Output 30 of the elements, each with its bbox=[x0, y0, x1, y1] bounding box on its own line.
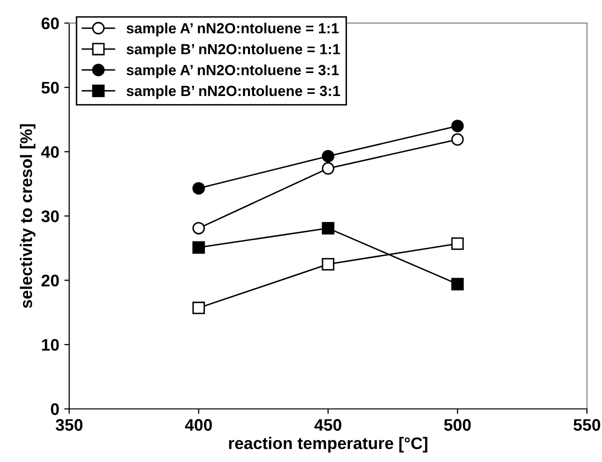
y-tick-label: 10 bbox=[42, 338, 59, 351]
y-axis-title: selectivity to cresol [%] bbox=[20, 124, 36, 308]
legend-label: sample A’ nN2O:ntoluene = 1:1 bbox=[126, 22, 339, 36]
legend-label: sample B’ nN2O:ntoluene = 1:1 bbox=[126, 44, 340, 58]
legend-label: sample A’ nN2O:ntoluene = 3:1 bbox=[126, 64, 339, 78]
point bbox=[322, 150, 334, 162]
y-tick-label: 60 bbox=[42, 18, 59, 30]
point bbox=[192, 241, 205, 254]
y-tick-label: 20 bbox=[42, 274, 59, 286]
point bbox=[451, 133, 464, 146]
point bbox=[451, 278, 464, 290]
y-tick-label: 0 bbox=[50, 403, 59, 416]
x-axis-title: reaction temperature [°C] bbox=[229, 436, 428, 452]
x-tick-label: 400 bbox=[185, 419, 212, 431]
y-tick-label: 30 bbox=[41, 210, 59, 222]
point bbox=[451, 120, 464, 132]
point bbox=[451, 237, 464, 250]
legend-label: sample B’ nN2O:ntoluene = 3:1 bbox=[126, 85, 340, 99]
point bbox=[192, 182, 205, 195]
x-tick-label: 550 bbox=[574, 419, 600, 431]
x-tick-label: 500 bbox=[444, 419, 471, 431]
x-tick-label: 450 bbox=[314, 419, 342, 431]
x-tick-label: 350 bbox=[56, 419, 82, 431]
point bbox=[322, 258, 334, 270]
point bbox=[192, 302, 205, 314]
y-tick-label: 50 bbox=[41, 82, 59, 94]
point bbox=[322, 222, 334, 234]
point bbox=[192, 222, 205, 234]
point bbox=[322, 162, 334, 175]
y-tick-label: 40 bbox=[41, 146, 59, 158]
